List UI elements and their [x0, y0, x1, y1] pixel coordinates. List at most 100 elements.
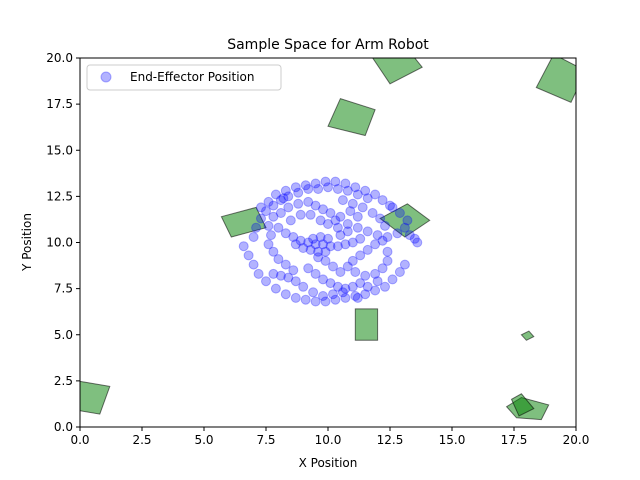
scatter-points — [238, 176, 423, 307]
y-tick-label: 5.0 — [54, 328, 73, 342]
data-point-138 — [318, 291, 328, 301]
data-point-68 — [303, 237, 314, 248]
data-point-110 — [355, 250, 366, 261]
data-point-28 — [352, 189, 363, 200]
data-point-149 — [347, 237, 358, 248]
data-point-80 — [315, 232, 326, 242]
obstacle-0 — [372, 58, 423, 85]
data-point-65 — [280, 228, 291, 239]
data-point-15 — [248, 232, 259, 242]
data-point-101 — [340, 283, 351, 294]
data-point-46 — [380, 281, 390, 292]
data-point-69 — [310, 239, 321, 250]
data-point-136 — [268, 268, 279, 279]
data-point-9 — [340, 178, 351, 189]
data-point-13 — [377, 195, 388, 206]
y-tick-label: 2.5 — [54, 374, 73, 388]
data-point-139 — [328, 289, 338, 300]
data-point-112 — [370, 239, 381, 250]
obstacle-4 — [379, 203, 431, 238]
data-point-125 — [380, 220, 390, 231]
data-point-30 — [238, 241, 249, 252]
x-tick-label: 17.5 — [501, 433, 528, 447]
data-point-23 — [303, 184, 314, 194]
data-point-104 — [288, 265, 299, 276]
data-point-16 — [251, 222, 262, 233]
data-point-1 — [263, 196, 274, 207]
data-point-49 — [399, 259, 410, 270]
obstacle-6 — [520, 330, 535, 341]
data-point-117 — [377, 263, 388, 274]
data-point-31 — [243, 250, 254, 261]
x-axis-ticks: 0.0 2.5 5.0 7.5 10.0 12.5 15.0 17.5 20.0 — [70, 427, 589, 447]
data-point-131 — [266, 230, 276, 241]
data-point-14 — [385, 200, 395, 211]
data-point-119 — [382, 246, 393, 257]
obstacle-7 — [80, 380, 111, 415]
data-point-27 — [342, 185, 353, 196]
obstacle-1 — [535, 58, 576, 103]
x-tick-label: 20.0 — [563, 433, 590, 447]
data-point-113 — [377, 235, 388, 246]
data-point-5 — [300, 180, 311, 191]
data-point-116 — [370, 268, 381, 279]
data-point-11 — [360, 185, 371, 196]
x-tick-label: 2.5 — [132, 433, 151, 447]
data-point-96 — [303, 263, 314, 274]
data-point-137 — [308, 287, 319, 298]
obstacle-2 — [327, 97, 376, 137]
data-point-87 — [318, 204, 328, 215]
y-tick-label: 7.5 — [54, 282, 73, 296]
data-point-98 — [318, 274, 328, 285]
x-tick-label: 10.0 — [315, 433, 342, 447]
data-point-115 — [360, 270, 371, 281]
data-point-129 — [268, 211, 279, 222]
obstacle-9 — [510, 393, 535, 417]
data-point-120 — [337, 195, 348, 206]
data-point-150 — [355, 233, 366, 244]
data-point-72 — [332, 241, 343, 252]
data-point-123 — [367, 208, 378, 218]
data-point-19 — [268, 200, 279, 211]
y-axis-label: Y Position — [20, 213, 34, 272]
data-point-93 — [305, 209, 316, 220]
data-point-128 — [278, 193, 289, 204]
data-point-45 — [370, 285, 381, 296]
data-point-151 — [335, 230, 346, 241]
data-point-111 — [362, 244, 373, 255]
x-tick-label: 0.0 — [70, 433, 89, 447]
legend-marker — [100, 71, 112, 83]
data-point-34 — [261, 276, 271, 287]
data-point-4 — [290, 182, 301, 193]
data-point-3 — [280, 185, 291, 196]
data-point-82 — [275, 208, 286, 218]
data-point-41 — [330, 294, 341, 305]
data-point-90 — [332, 222, 343, 233]
data-point-52 — [409, 233, 420, 244]
data-point-50 — [399, 222, 410, 233]
data-point-32 — [248, 259, 259, 270]
data-point-36 — [280, 289, 291, 300]
y-tick-label: 0.0 — [54, 420, 73, 434]
data-point-12 — [370, 189, 381, 200]
obstacle-3 — [220, 206, 267, 238]
data-point-62 — [342, 219, 353, 229]
data-point-76 — [313, 246, 324, 257]
data-point-142 — [362, 281, 373, 292]
data-point-57 — [392, 228, 403, 239]
data-point-106 — [273, 254, 284, 265]
data-point-60 — [362, 226, 373, 237]
data-point-102 — [347, 281, 358, 292]
x-axis-label: X Position — [299, 456, 358, 470]
data-point-58 — [382, 232, 393, 242]
data-point-59 — [372, 230, 383, 241]
data-point-95 — [323, 219, 333, 229]
data-point-148 — [342, 261, 353, 272]
data-point-74 — [298, 243, 309, 253]
data-point-140 — [337, 287, 348, 298]
data-point-85 — [303, 196, 314, 207]
legend-box — [86, 64, 282, 91]
data-point-2 — [270, 189, 281, 200]
chart-title: Sample Space for Arm Robot — [227, 37, 429, 53]
data-point-6 — [310, 178, 321, 189]
